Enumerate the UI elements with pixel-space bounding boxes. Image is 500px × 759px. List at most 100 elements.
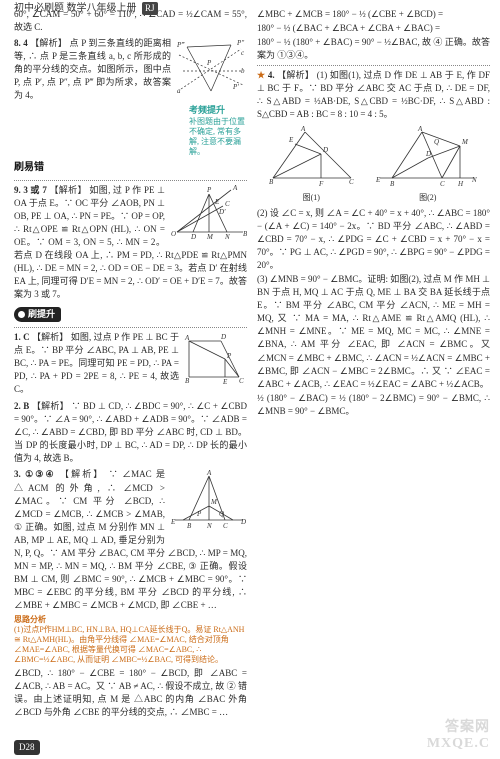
fig-4-row: B C A D F E 图(1) <box>257 124 490 204</box>
svg-text:C: C <box>349 178 354 186</box>
annot-teal-body: 补图题由于位置不确定, 常有多解, 注意不要漏解。 <box>189 117 247 157</box>
item-1c: AB CD PE 1. C 【解析】 如图, 过点 P 作 PE ⊥ BC 于点… <box>14 331 247 397</box>
q2b-label: 【解析】 <box>32 401 69 411</box>
q2b-num: 2. B <box>14 401 29 411</box>
col2-eq1: ∠MBC + ∠MCB = 180° − ½ (∠CBE + ∠BCD) = <box>257 8 490 21</box>
svg-text:M: M <box>461 138 469 146</box>
annot-or-body: (1)过点P作HM⊥BC, HN⊥BA, HQ⊥CA延长线于Q。易证 Rt△AN… <box>14 625 247 665</box>
item-4: ★ 4. 【解析】 (1) 如图(1), 过点 D 作 DE ⊥ AB 于 E,… <box>257 69 490 418</box>
svg-text:A: A <box>206 469 212 477</box>
q9-num: 9. 3 或 7 <box>14 185 47 195</box>
col2-eq3: 180° − ½ (180° + ∠BAC) = 90° − ½∠BAC, 故 … <box>257 36 490 62</box>
svg-text:F: F <box>318 180 324 188</box>
caption-2: 图(2) <box>374 192 482 204</box>
page-header: 初中必刷题 数学八年级上册 RJ <box>14 2 158 17</box>
svg-text:P: P <box>196 510 202 518</box>
page-footer: D28 <box>14 740 40 755</box>
svg-text:M: M <box>206 233 214 240</box>
svg-text:D: D <box>425 150 431 158</box>
svg-text:P″: P″ <box>236 39 244 47</box>
svg-text:B: B <box>187 522 192 530</box>
svg-text:D: D <box>220 333 226 341</box>
svg-text:E: E <box>375 176 381 184</box>
svg-text:A: A <box>417 125 423 133</box>
q4-p3: (3) ∠MNB = 90° − ∠BMC。证明: 如图(2), 过点 M 作 … <box>257 273 490 390</box>
star-icon: ★ <box>257 70 265 80</box>
q3-num: 3. ①③④ <box>14 469 56 479</box>
q4-eq4: ½ (180° − ∠BAC) = ½ (180° − 2∠BMC) = 90°… <box>257 392 490 418</box>
watermark: 答案网 MXQE.C <box>427 720 490 751</box>
item-2b: 2. B 【解析】 ∵ BD ⊥ CD, ∴ ∠BDC = 90°, ∴ ∠C … <box>14 400 247 465</box>
svg-text:Q: Q <box>434 138 439 146</box>
svg-text:B: B <box>269 178 274 186</box>
edition-badge: RJ <box>142 2 158 15</box>
svg-text:C: C <box>239 377 244 385</box>
svg-text:c: c <box>241 49 245 57</box>
svg-text:D: D <box>322 146 328 154</box>
svg-text:P‴: P‴ <box>176 41 185 49</box>
fig-4-1: B C A D F E 图(1) <box>265 124 357 204</box>
svg-text:P: P <box>226 352 232 360</box>
svg-text:C: C <box>225 200 230 208</box>
item-3: A EB CD M PN Q 3. ①③④ 【解析】 ∵ ∠MAC 是 △ACM… <box>14 468 247 613</box>
fig-4-2: E B A C N D M H Q 图(2) <box>374 124 482 204</box>
svg-text:A: A <box>232 184 238 192</box>
svg-text:E: E <box>170 518 176 526</box>
watermark-line2: MXQE.C <box>427 736 490 751</box>
section-up: 刷提升 <box>14 307 61 323</box>
watermark-line1: 答案网 <box>427 720 490 735</box>
caption-1: 图(1) <box>265 192 357 204</box>
fig-9: O A B C P D M N E D′ <box>169 184 247 240</box>
svg-text:E: E <box>214 198 220 206</box>
svg-text:D: D <box>240 518 246 526</box>
section-err-text: 刷易错 <box>14 162 44 173</box>
svg-text:E: E <box>288 136 294 144</box>
col2-eq2: 180° − ½ (∠BAC + ∠BCA + ∠CBA + ∠BAC) = <box>257 22 490 35</box>
section-err: 刷易错 <box>14 161 44 176</box>
item-9: O A B C P D M N E D′ 9. 3 或 7 【解析】 如图, 过… <box>14 184 247 302</box>
q1c-label: 【解析】 <box>32 332 68 342</box>
svg-text:Q: Q <box>219 510 224 518</box>
q1c-num: 1. C <box>14 332 30 342</box>
q8-4-label: 【解析】 <box>30 38 67 48</box>
svg-text:D′: D′ <box>218 208 226 216</box>
svg-text:B: B <box>390 180 395 188</box>
annot-teal-head: 考频提升 <box>189 105 247 116</box>
svg-text:a: a <box>177 87 181 95</box>
q8-4-num: 8. 4 <box>14 38 28 48</box>
svg-text:O: O <box>171 230 176 238</box>
page-body: 60°, ∠CAM = 50° + 60° = 110°, ∴ ∠CAD = ½… <box>0 0 500 730</box>
svg-text:b: b <box>241 67 245 75</box>
svg-text:N: N <box>471 176 477 184</box>
page-number-badge: D28 <box>14 740 40 755</box>
q4-label: 【解析】 <box>277 70 314 80</box>
svg-text:P: P <box>206 59 212 67</box>
svg-text:N: N <box>224 233 230 240</box>
divider-1 <box>14 180 247 181</box>
svg-text:B: B <box>185 377 190 385</box>
fig-8-4: P P′ P‴ P″ a b c <box>175 37 247 97</box>
svg-text:A: A <box>184 334 190 342</box>
col2-lead: ∠BCD, ∴ 180° − ∠CBE = 180° − ∠BCD, 即 ∠AB… <box>14 667 247 719</box>
divider-3 <box>257 65 490 66</box>
q4-p2: (2) 设 ∠C = x, 则 ∠A = ∠C + 40° = x + 40°,… <box>257 207 490 272</box>
svg-text:C: C <box>440 180 445 188</box>
fig-1c: A B C D P E <box>183 331 247 385</box>
svg-text:N: N <box>206 522 212 530</box>
svg-text:P′: P′ <box>232 83 239 91</box>
annot-or-head: 思路分析 <box>14 615 247 625</box>
svg-text:A: A <box>300 125 306 133</box>
svg-text:B: B <box>243 230 247 238</box>
section-up-pill: 刷提升 <box>14 307 61 322</box>
svg-text:H: H <box>457 180 464 188</box>
q3-label: 【解析】 <box>60 469 104 479</box>
svg-text:M: M <box>210 498 218 506</box>
q9-label: 【解析】 <box>49 185 86 195</box>
divider-2 <box>14 327 247 328</box>
svg-text:P: P <box>206 186 212 194</box>
header-title: 初中必刷题 数学八年级上册 <box>14 3 137 14</box>
annot-block-2: 思路分析 (1)过点P作HM⊥BC, HN⊥BA, HQ⊥CA延长线于Q。易证 … <box>14 615 247 665</box>
svg-text:C: C <box>223 522 228 530</box>
q4-num: 4. <box>268 70 275 80</box>
svg-text:E: E <box>222 378 228 385</box>
